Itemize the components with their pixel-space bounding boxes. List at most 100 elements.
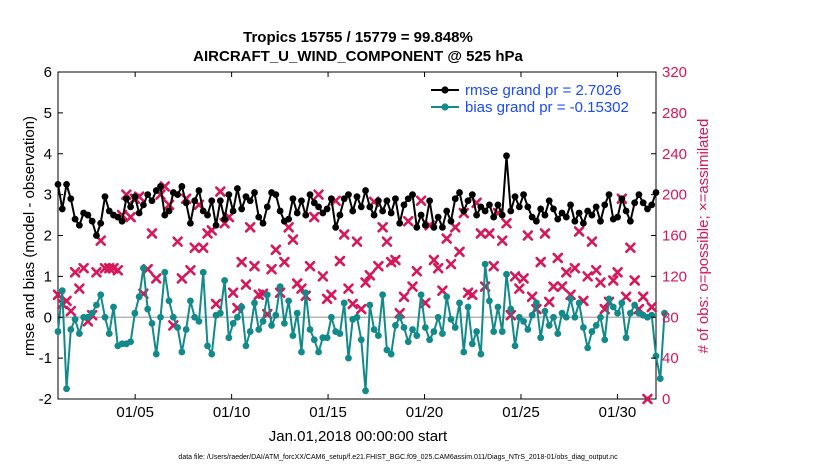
bias-point [417, 291, 425, 299]
rmse-point [161, 211, 169, 219]
rmse-point [212, 221, 220, 229]
obs-count-marker [484, 228, 495, 239]
bias-point [289, 332, 297, 340]
rmse-point [567, 201, 574, 209]
rmse-point [353, 193, 361, 201]
obs-count-marker [539, 228, 551, 239]
rmse-point [477, 203, 485, 211]
obs-count-marker [338, 229, 350, 240]
bias-point [191, 313, 199, 321]
rmse-point [97, 219, 105, 227]
rmse-point [182, 199, 190, 207]
rmse-point [187, 219, 194, 227]
bias-point [246, 328, 254, 335]
bias-point [592, 322, 600, 329]
bias-point [584, 344, 592, 352]
rmse-point [114, 213, 122, 221]
obs-count-marker [249, 260, 260, 272]
rmse-point [370, 211, 378, 219]
bias-point [396, 313, 404, 321]
obs-count-marker [445, 258, 457, 270]
bias-point [97, 291, 105, 299]
left-tick-label: -1 [39, 350, 52, 367]
rmse-point [105, 207, 113, 215]
rmse-point [409, 191, 416, 199]
bias-point [208, 350, 216, 358]
obs-count-marker [61, 295, 72, 307]
rmse-point [575, 209, 583, 217]
rmse-point [387, 209, 395, 217]
rmse-point [140, 201, 147, 209]
obs-count-marker [437, 285, 448, 296]
bias-point [234, 313, 241, 321]
bias-point [439, 330, 446, 337]
rmse-point [208, 197, 216, 205]
bias-point [157, 313, 164, 321]
rmse-point [71, 215, 79, 223]
bias-point [392, 322, 399, 329]
bias-point [451, 324, 459, 331]
bias-point [366, 301, 374, 309]
rmse-point [332, 223, 340, 231]
obs-count-marker [637, 291, 649, 303]
bias-point [362, 387, 369, 395]
bias-point [178, 348, 186, 356]
obs-count-marker [607, 275, 619, 286]
bias-point [631, 301, 639, 309]
bias-point [609, 303, 617, 311]
rmse-point [413, 223, 421, 231]
rmse-point [421, 221, 429, 229]
rmse-point [524, 203, 532, 211]
bias-point [306, 326, 314, 333]
rmse-series [54, 152, 660, 239]
bias-point [661, 309, 668, 317]
bias-point [75, 330, 83, 337]
data-file-footnote: data file: /Users/raeder/DAI/ATM_forcXX/… [178, 454, 618, 461]
rmse-point [152, 187, 160, 194]
bias-point [490, 328, 498, 335]
bias-point [379, 291, 387, 299]
obs-count-marker [279, 256, 290, 268]
rmse-point [135, 209, 143, 217]
obs-count-marker [501, 217, 512, 229]
bias-point [404, 338, 412, 346]
chart-title: Tropics 15755 / 15779 = 99.848% [243, 29, 473, 46]
obs-count-marker [595, 277, 606, 288]
rmse-point [592, 203, 600, 211]
rmse-point [285, 215, 293, 223]
bias-point [409, 326, 416, 333]
obs-count-marker [586, 236, 598, 247]
bias-point [528, 311, 536, 319]
rmse-point [204, 211, 211, 219]
rmse-point [101, 193, 109, 201]
x-axis-label: Jan.01,2018 00:00:00 start [269, 428, 448, 445]
rmse-point [392, 195, 399, 203]
rmse-point [550, 205, 557, 213]
rmse-point [515, 203, 523, 211]
bias-point [216, 309, 224, 317]
bias-point [515, 313, 523, 321]
bias-point [520, 317, 527, 325]
obs-count-marker [415, 195, 427, 207]
rmse-point [276, 207, 284, 215]
left-tick-label: 1 [44, 268, 52, 285]
obs-count-marker [398, 291, 410, 303]
obs-count-marker [556, 281, 568, 292]
bias-point [110, 303, 117, 311]
x-tick-label: 01/05 [116, 404, 154, 421]
rmse-point [319, 209, 327, 217]
bias-point [187, 297, 194, 305]
bias-point [152, 350, 160, 358]
obs-count-marker [569, 262, 581, 274]
legend-rmse-label: rmse grand pr = 2.7026 [465, 82, 621, 99]
rmse-point [238, 205, 246, 213]
rmse-point [323, 205, 331, 213]
rmse-point [199, 207, 207, 215]
obs-count-marker [197, 242, 209, 254]
rmse-point [229, 207, 237, 215]
rmse-point [174, 191, 182, 199]
rmse-point [131, 193, 139, 201]
bias-point [656, 375, 664, 382]
obs-count-marker [407, 281, 418, 292]
bias-point [413, 332, 421, 340]
